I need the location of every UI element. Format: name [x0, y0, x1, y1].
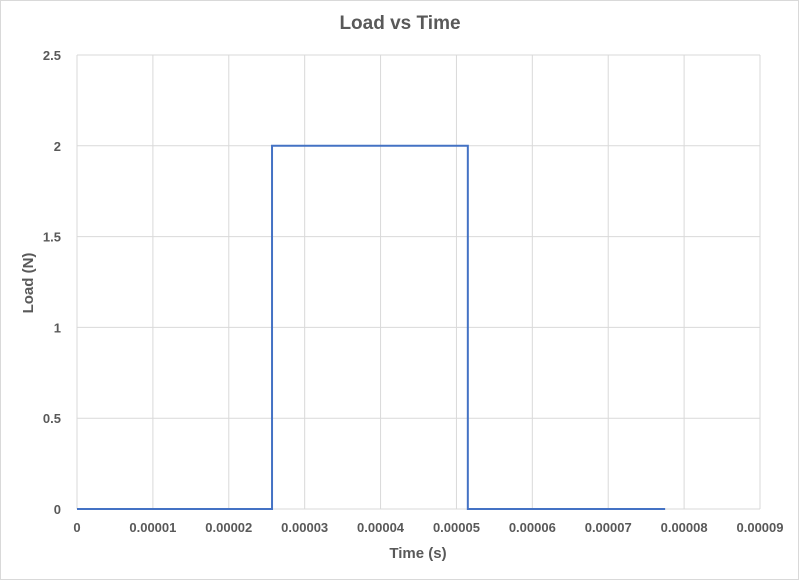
- y-tick-label: 1.5: [43, 230, 61, 245]
- x-tick-label: 0.00009: [737, 520, 784, 535]
- y-tick-label: 2: [54, 139, 61, 154]
- series-line: [77, 144, 666, 510]
- x-tick-label: 0.00006: [509, 520, 556, 535]
- y-axis-title: Load (N): [20, 253, 37, 314]
- y-tick-labels: 0 0.5 1 1.5 2 2.5: [43, 48, 61, 517]
- chart-title: Load vs Time: [339, 13, 460, 34]
- y-tick-label: 2.5: [43, 48, 61, 63]
- series-layer: [77, 144, 666, 510]
- x-tick-label: 0.00005: [433, 520, 480, 535]
- y-tick-label: 0.5: [43, 411, 61, 426]
- y-tick-label: 1: [54, 320, 61, 335]
- x-tick-label: 0.00007: [585, 520, 632, 535]
- y-tick-label: 0: [54, 502, 61, 517]
- x-tick-label: 0: [73, 520, 80, 535]
- x-tick-label: 0.00001: [129, 520, 176, 535]
- x-tick-labels: 0 0.00001 0.00002 0.00003 0.00004 0.00005 0.00…: [73, 520, 783, 535]
- x-axis-title: Time (s): [389, 545, 446, 562]
- x-tick-label: 0.00003: [281, 520, 328, 535]
- x-tick-label: 0.00002: [205, 520, 252, 535]
- x-tick-label: 0.00004: [357, 520, 405, 535]
- x-tick-label: 0.00008: [661, 520, 708, 535]
- grid-layer: [76, 54, 761, 510]
